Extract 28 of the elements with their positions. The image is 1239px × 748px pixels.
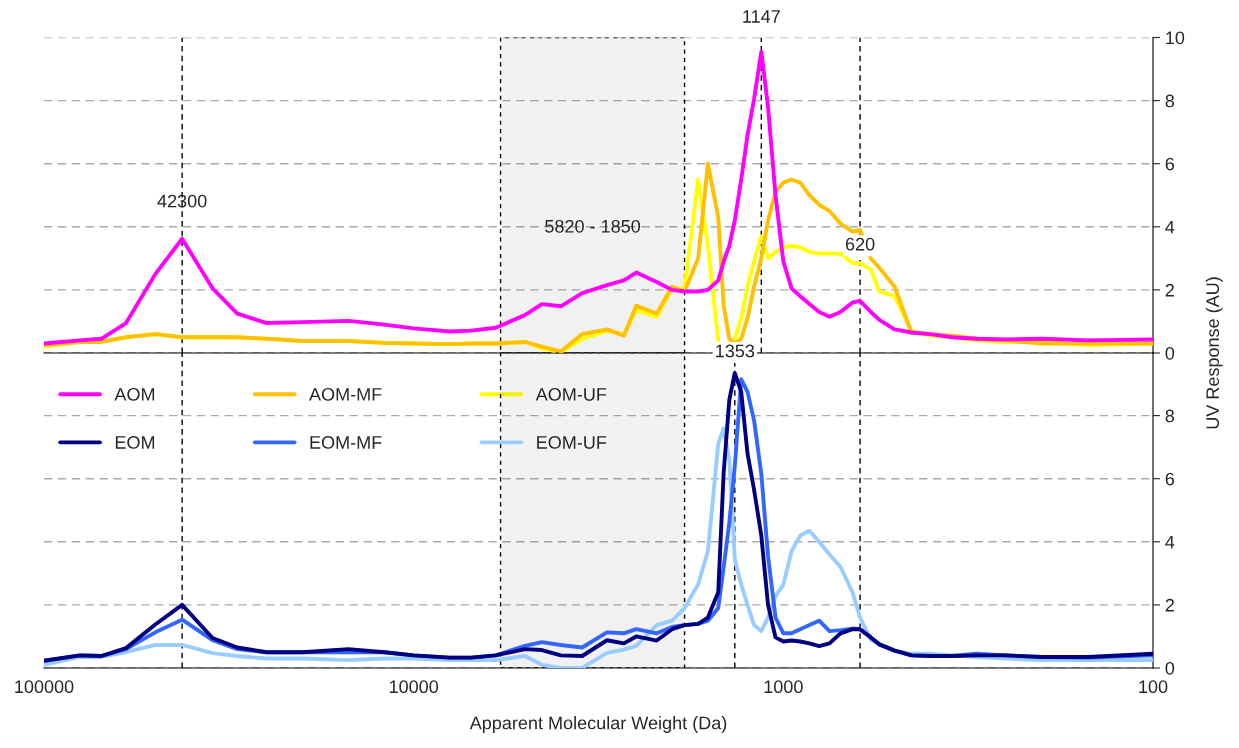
legend-label: AOM-UF — [535, 387, 607, 401]
x-tick-label: 100000 — [15, 680, 74, 694]
y-tick-label: 10 — [1166, 31, 1185, 45]
y-tick-label: 8 — [1165, 409, 1175, 423]
y-tick-label: 0 — [1165, 346, 1175, 360]
y-tick-label: 6 — [1165, 472, 1175, 486]
legend-label: EOM-MF — [310, 436, 382, 449]
legend-label: AOM — [114, 387, 155, 401]
annotation: 1147 — [743, 10, 780, 23]
legend-label: EOM-UF — [537, 436, 607, 449]
annotation: 620 — [845, 237, 875, 251]
annotation: 5820 - 1850 — [545, 219, 641, 233]
y-tick-label: 0 — [1165, 661, 1175, 675]
y-tick-label: 4 — [1165, 220, 1175, 234]
x-tick-label: 100 — [1139, 680, 1168, 694]
y-tick-label: 4 — [1165, 535, 1175, 549]
x-axis-title: Apparent Molecular Weight (Da) — [469, 716, 727, 733]
legend-label: EOM — [115, 436, 155, 449]
annotation: 1353 — [716, 344, 755, 358]
annotation: 42300 — [157, 194, 207, 208]
y-axis-title: UV Response (AU) — [1205, 277, 1223, 429]
legend-label: AOM-MF — [309, 387, 382, 401]
y-tick-label: 8 — [1165, 94, 1175, 108]
x-tick-label: 1000 — [764, 680, 803, 694]
y-tick-label: 2 — [1165, 598, 1174, 612]
y-tick-label: 6 — [1165, 157, 1175, 171]
x-tick-label: 10000 — [389, 680, 439, 694]
y-tick-label: 2 — [1165, 283, 1174, 297]
